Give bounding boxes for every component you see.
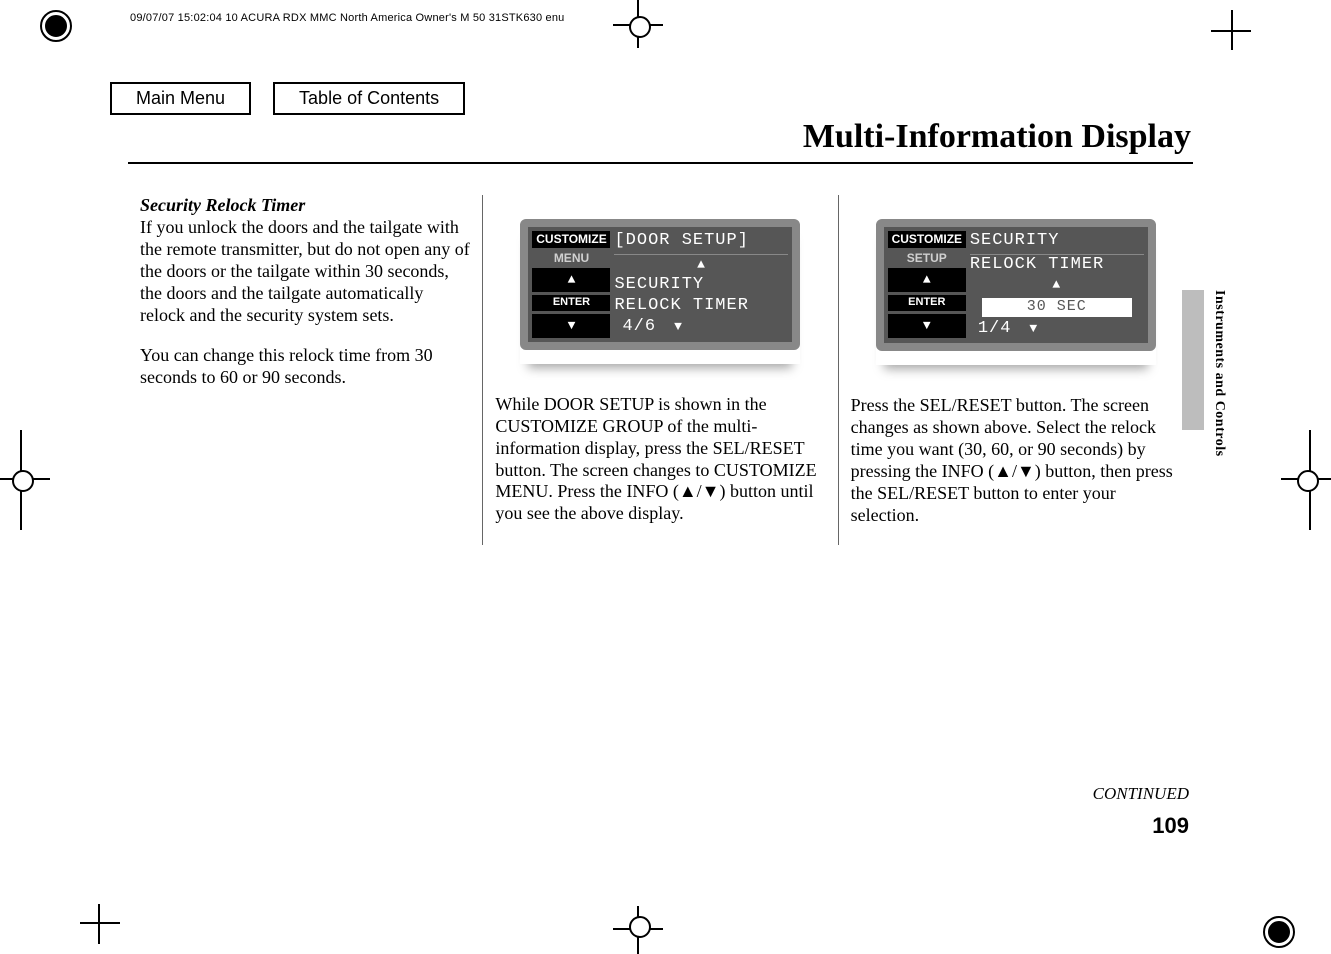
crop-corner [1211, 10, 1271, 70]
lcd-value: 30 SEC [982, 298, 1132, 316]
lcd-page-indicator: 1/4 [978, 319, 1012, 340]
lcd-illustration: CUSTOMIZE MENU ENTER [DOOR SETUP] SECURI… [520, 219, 800, 364]
lcd-line: RELOCK TIMER [970, 255, 1144, 276]
lcd-illustration: CUSTOMIZE SETUP ENTER SECURITY RELOCK TI… [876, 219, 1156, 365]
enter-button-label: ENTER [888, 295, 966, 310]
page-number: 109 [1152, 813, 1189, 839]
up-arrow-icon [532, 268, 610, 292]
down-arrow-icon [888, 314, 966, 338]
lcd-page-indicator: 4/6 [622, 317, 656, 338]
down-arrow-icon [674, 317, 683, 338]
body-paragraph: You can change this relock time from 30 … [140, 345, 470, 389]
crop-mark [629, 916, 651, 938]
print-header-meta: 09/07/07 15:02:04 10 ACURA RDX MMC North… [130, 12, 565, 24]
body-paragraph: Press the SEL/RESET button. The screen c… [851, 395, 1181, 527]
section-tab-label: Instruments and Controls [1211, 290, 1227, 457]
up-arrow-icon [888, 268, 966, 292]
lcd-line: SECURITY [970, 231, 1144, 255]
enter-button-label: ENTER [532, 295, 610, 310]
lcd-line: RELOCK TIMER [614, 296, 788, 317]
body-paragraph: While DOOR SETUP is shown in the CUSTOMI… [495, 394, 825, 526]
crop-mark [12, 470, 34, 492]
registration-mark-icon [40, 10, 68, 38]
body-paragraph: If you unlock the doors and the tailgate… [140, 217, 470, 327]
continued-label: CONTINUED [1093, 784, 1189, 804]
title-rule [128, 162, 1193, 164]
subsection-heading: Security Relock Timer [140, 195, 470, 217]
main-menu-button[interactable]: Main Menu [110, 82, 251, 115]
lcd-setup-label: SETUP [888, 251, 966, 266]
lcd-menu-label: MENU [532, 251, 610, 266]
crop-corner [60, 884, 120, 944]
page-title: Multi-Information Display [803, 118, 1191, 156]
column-2: CUSTOMIZE MENU ENTER [DOOR SETUP] SECURI… [482, 195, 837, 545]
column-3: CUSTOMIZE SETUP ENTER SECURITY RELOCK TI… [838, 195, 1193, 545]
up-arrow-icon [970, 275, 1144, 296]
lcd-customize-label: CUSTOMIZE [532, 231, 610, 248]
lcd-customize-label: CUSTOMIZE [888, 231, 966, 248]
lcd-line: [DOOR SETUP] [614, 231, 788, 255]
column-1: Security Relock Timer If you unlock the … [128, 195, 482, 545]
lcd-line: SECURITY [614, 275, 788, 296]
down-arrow-icon [1029, 319, 1038, 340]
registration-mark-icon [1263, 916, 1291, 944]
toc-button[interactable]: Table of Contents [273, 82, 465, 115]
crop-mark [1297, 470, 1319, 492]
up-arrow-icon [614, 255, 788, 276]
crop-mark [629, 16, 651, 38]
down-arrow-icon [532, 314, 610, 338]
